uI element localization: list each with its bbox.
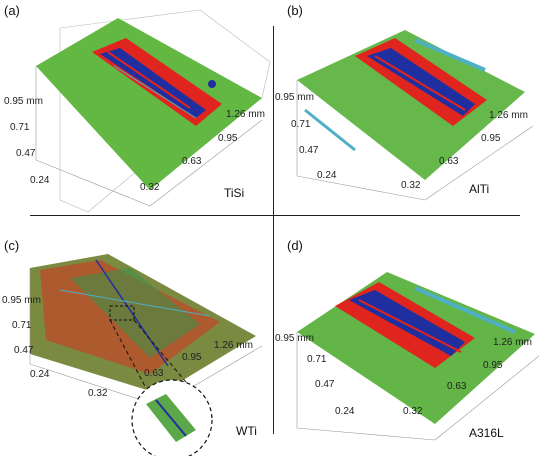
panel-d: (d) 0.95 mm 0.71 0.47 0.24 0.32 0.63 0.9…	[275, 228, 550, 456]
surface-topography-plot	[296, 272, 540, 441]
tick-bottom: 0.63	[182, 156, 202, 167]
tick-left: 0.71	[307, 354, 327, 365]
tick-bottom: 1.26 mm	[226, 109, 265, 120]
tick-left: 0.71	[10, 122, 30, 133]
panel-label: (a)	[4, 3, 20, 18]
tick-bottom: 0.32	[140, 182, 160, 193]
tick-left: 0.24	[317, 170, 337, 181]
tick-left: 0.47	[299, 145, 319, 156]
tick-bottom: 0.63	[439, 156, 459, 167]
tick-bottom: 0.63	[447, 381, 467, 392]
tick-left: 0.47	[315, 379, 335, 390]
tick-left: 0.95 mm	[4, 96, 43, 107]
tick-bottom: 0.32	[403, 406, 423, 417]
tick-bottom: 0.32	[401, 180, 421, 191]
panel-c: (c) 0.95 mm 0.71 0.47 0.24 0.32 0.63 0.9…	[0, 228, 275, 456]
tick-left: 0.71	[12, 320, 32, 331]
tick-bottom: 0.32	[88, 388, 108, 399]
material-label: AlTi	[469, 182, 490, 196]
material-label: TiSi	[224, 186, 245, 200]
panel-label: (c)	[4, 238, 20, 253]
tick-left: 0.95 mm	[275, 92, 314, 103]
tick-bottom: 0.95	[218, 133, 238, 144]
material-label: WTi	[236, 424, 257, 438]
tick-left: 0.24	[30, 369, 50, 380]
surface-topography-plot	[29, 254, 263, 456]
tick-left: 0.24	[335, 406, 355, 417]
tick-left: 0.47	[16, 148, 36, 159]
tick-bottom: 1.26 mm	[493, 337, 532, 348]
tick-left: 0.95 mm	[2, 295, 41, 306]
panel-a: (a) 0.95 mm 0.71 0.47 0.24 0.32 0.63 0.9…	[0, 0, 275, 215]
vertical-divider	[273, 26, 274, 434]
material-label: A316L	[469, 426, 504, 440]
tick-left: 0.24	[30, 175, 50, 186]
panel-label: (d)	[287, 238, 303, 253]
panel-b: (b) 0.95 mm 0.71 0.47 0.24 0.32 0.63 0.9…	[275, 0, 550, 215]
horizontal-divider	[30, 215, 520, 216]
tick-bottom: 0.95	[481, 133, 501, 144]
surface-topography-plot	[296, 30, 534, 201]
tick-bottom: 0.95	[483, 360, 503, 371]
panel-label: (b)	[287, 3, 303, 18]
surface-topography-plot	[35, 9, 271, 213]
tick-left: 0.95 mm	[275, 333, 314, 344]
tick-bottom: 1.26 mm	[214, 340, 253, 351]
tick-bottom: 0.63	[144, 368, 164, 379]
tick-bottom: 1.26 mm	[489, 110, 528, 121]
tick-bottom: 0.95	[182, 352, 202, 363]
tick-left: 0.71	[291, 119, 311, 130]
tick-left: 0.47	[14, 345, 34, 356]
